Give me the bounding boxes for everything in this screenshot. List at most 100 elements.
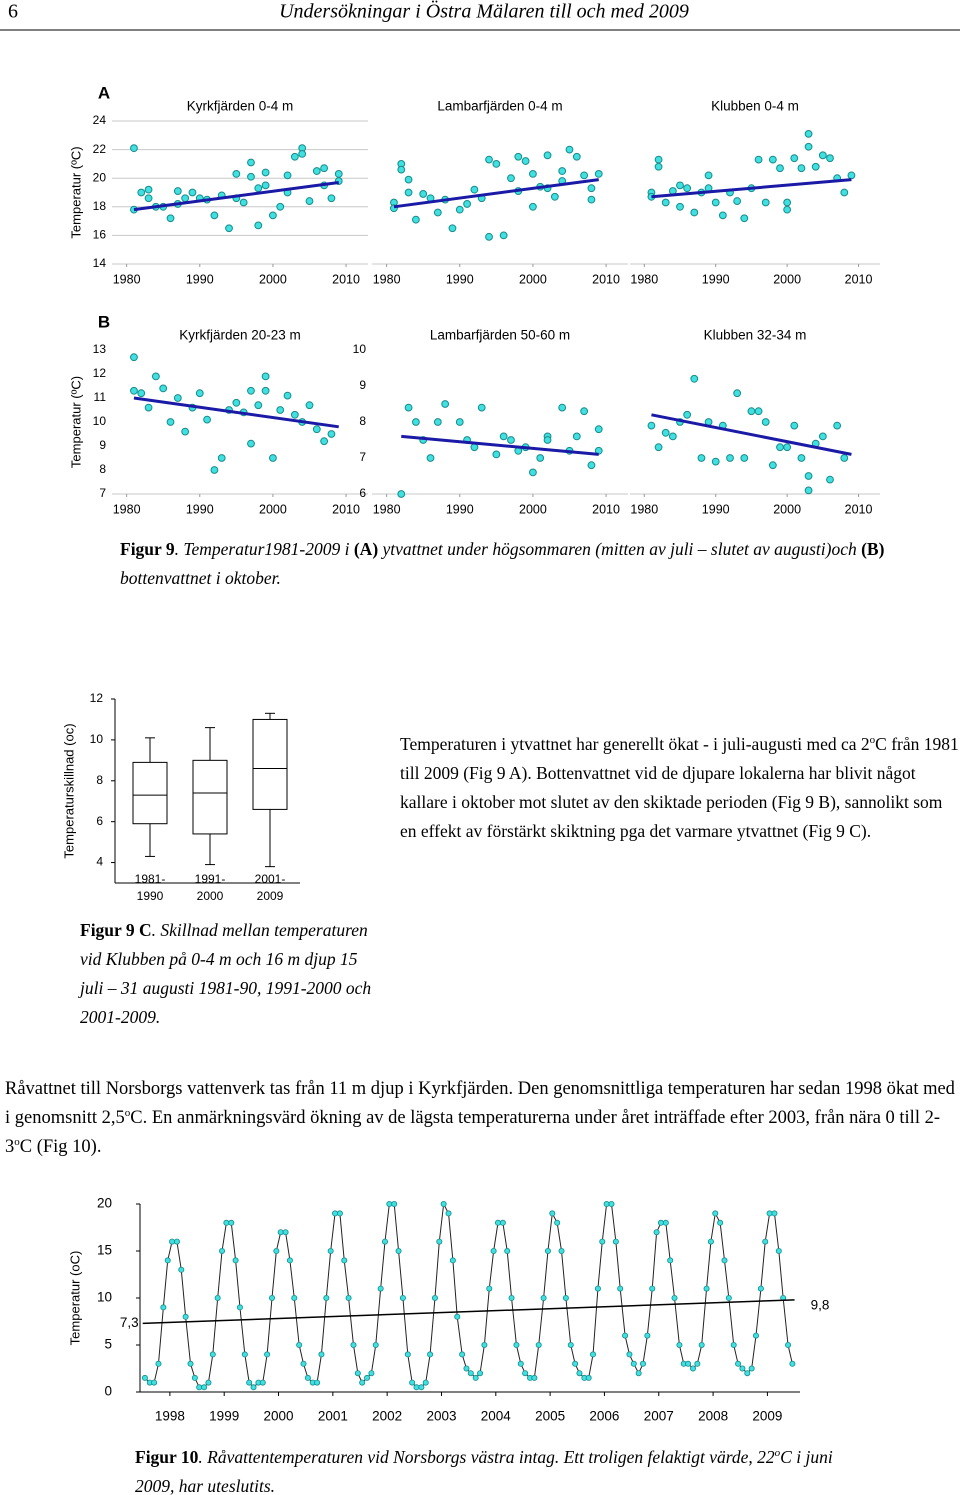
y-tick-label: 7 xyxy=(99,486,106,500)
x-tick-label: 2010 xyxy=(332,272,360,286)
x-tick-label: 1990 xyxy=(702,272,730,286)
data-point xyxy=(789,1360,796,1367)
data-point xyxy=(654,162,663,171)
data-point xyxy=(740,454,749,462)
data-point xyxy=(840,454,849,462)
data-point xyxy=(141,1374,148,1381)
data-point xyxy=(594,170,603,178)
data-point xyxy=(201,1384,208,1391)
data-point xyxy=(320,437,329,446)
caption-text: . Skillnad mellan temperaturen vid Klubb… xyxy=(80,920,372,1027)
data-point xyxy=(345,1295,352,1302)
data-point xyxy=(232,1257,239,1264)
data-point xyxy=(276,202,285,211)
y-axis-label: Temperatur (oC) xyxy=(67,1251,82,1346)
panel-title: Klubben 0-4 m xyxy=(711,99,799,114)
data-point xyxy=(411,418,420,426)
superscript: o xyxy=(869,734,876,747)
data-point xyxy=(485,155,493,164)
trend-line xyxy=(393,178,599,209)
y-tick-label: 8 xyxy=(359,414,366,428)
data-point xyxy=(219,1248,226,1255)
data-point xyxy=(676,202,684,211)
x-tick-label: 2005 xyxy=(535,1409,565,1424)
data-point xyxy=(558,167,567,175)
data-point xyxy=(804,472,813,480)
data-point xyxy=(740,214,749,223)
data-point xyxy=(540,1295,547,1302)
data-point xyxy=(818,151,827,160)
superscript: o xyxy=(774,1447,781,1460)
data-point xyxy=(250,1384,257,1391)
data-point xyxy=(173,394,182,402)
x-tick-label: 2000 xyxy=(773,272,801,286)
data-point xyxy=(247,158,255,167)
data-point xyxy=(775,1248,782,1255)
data-point xyxy=(477,1370,484,1377)
x-tick-label: 2001-2009 xyxy=(254,872,286,903)
data-point xyxy=(725,1295,732,1302)
data-point xyxy=(404,188,413,197)
trend-line xyxy=(651,178,852,199)
data-point xyxy=(166,214,175,223)
data-point xyxy=(544,1248,551,1255)
data-point xyxy=(436,1238,443,1245)
data-point xyxy=(761,418,770,426)
data-point xyxy=(818,432,827,441)
data-point xyxy=(657,1219,664,1226)
data-point xyxy=(826,154,834,163)
data-point xyxy=(463,1365,470,1372)
data-point xyxy=(676,181,684,190)
y-tick-label: 10 xyxy=(353,342,367,356)
text: Temperaturen i ytvattnet har generellt ö… xyxy=(400,734,870,754)
data-point xyxy=(529,170,537,178)
data-point xyxy=(327,430,336,438)
data-point xyxy=(195,389,204,398)
y-tick-label: 22 xyxy=(93,142,107,156)
data-point xyxy=(151,1379,158,1386)
data-point xyxy=(733,197,742,205)
data-point xyxy=(254,401,263,410)
data-point xyxy=(804,142,813,151)
y-tick-label: 13 xyxy=(93,342,107,356)
caption-text: . Råvattentemperaturen vid Norsborgs väs… xyxy=(198,1447,775,1467)
data-point xyxy=(667,1257,674,1264)
data-point xyxy=(697,454,706,462)
data-point xyxy=(622,1332,629,1339)
data-point xyxy=(166,418,175,426)
data-point xyxy=(282,1229,289,1236)
y-axis-label: Temperatur (ºC) xyxy=(68,376,83,468)
data-point xyxy=(164,1257,171,1264)
box xyxy=(252,718,288,810)
data-point xyxy=(144,194,153,203)
data-point xyxy=(580,171,589,180)
data-point xyxy=(671,1295,678,1302)
trend-line xyxy=(133,396,339,429)
data-point xyxy=(804,486,813,495)
data-point xyxy=(472,1374,479,1381)
data-point xyxy=(797,454,806,462)
data-point xyxy=(386,1201,393,1208)
y-tick-label: 20 xyxy=(93,170,107,184)
data-point xyxy=(790,421,799,430)
data-point xyxy=(459,1351,466,1358)
data-point xyxy=(332,1210,339,1217)
data-point xyxy=(653,1229,660,1236)
superscript: o xyxy=(14,1135,20,1148)
trend-label: 7,3 xyxy=(120,1315,139,1330)
data-point xyxy=(790,154,799,163)
x-tick-label: 2000 xyxy=(773,502,801,516)
text: C från 1981 till 2009 (Fig 9 A). Bottenv… xyxy=(400,734,959,841)
data-point xyxy=(711,457,720,466)
data-point xyxy=(455,418,464,426)
data-point xyxy=(296,1342,303,1349)
data-point xyxy=(304,1374,311,1381)
data-point xyxy=(739,1365,746,1372)
data-point xyxy=(372,1342,379,1349)
data-point xyxy=(264,1351,271,1358)
data-point xyxy=(239,198,248,207)
x-tick-label: 1990 xyxy=(186,272,214,286)
data-point xyxy=(689,1365,696,1372)
data-point xyxy=(320,164,329,173)
data-point xyxy=(404,403,413,412)
